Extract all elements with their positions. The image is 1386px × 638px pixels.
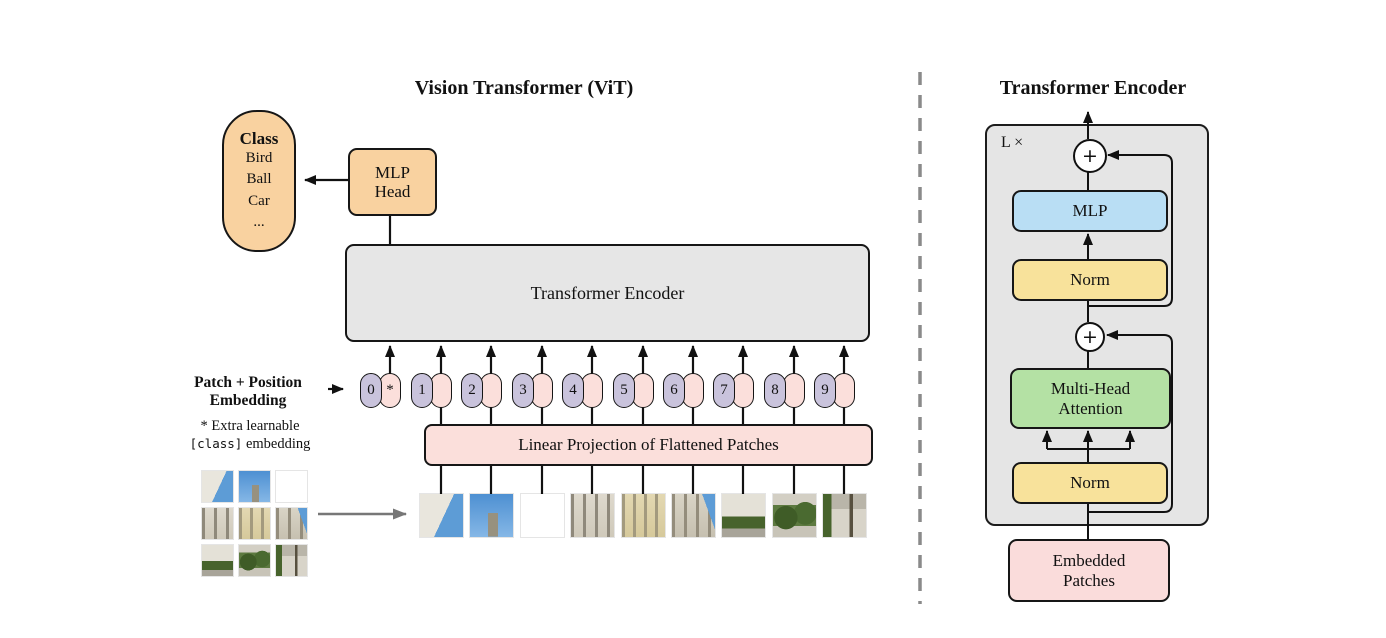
token-position-index: 4 (562, 373, 584, 408)
source-image-patch-building-hedge (202, 545, 233, 576)
token-patch-embedding-slot (531, 373, 553, 408)
source-image-patch-pavement-tree (276, 545, 307, 576)
image-patch-garden-hedges (773, 494, 816, 537)
token-patch-embedding-slot (480, 373, 502, 408)
note-class-token-code: [class] (189, 435, 243, 451)
token-position-index: 6 (663, 373, 685, 408)
patch-position-embedding-label: Patch + Position Embedding (194, 374, 302, 409)
source-image-patch-facade-sky (276, 508, 307, 539)
loop-count-label: L × (1001, 134, 1024, 151)
image-patch-building-hedge (722, 494, 765, 537)
residual-add-bottom: + (1075, 322, 1105, 352)
source-image-patch-sky-tower (239, 471, 270, 502)
extra-learnable-note: * Extra learnable [class] embedding (168, 418, 332, 453)
token-3: 3 (512, 373, 553, 408)
token-9: 9 (814, 373, 855, 408)
token-7: 7 (713, 373, 754, 408)
image-patch-pavement-tree (823, 494, 866, 537)
left-panel-title: Vision Transformer (ViT) (414, 77, 634, 99)
note-suffix: embedding (242, 435, 311, 452)
token-1: 1 (411, 373, 452, 408)
source-image-patch-building-sky (202, 471, 233, 502)
token-position-index: 9 (814, 373, 836, 408)
right-panel-title: Transformer Encoder (999, 77, 1187, 99)
class-pill-header: Class (239, 128, 279, 148)
mlp-head-box: MLP Head (348, 148, 437, 216)
token-patch-embedding-slot (783, 373, 805, 408)
multi-head-attention-box: Multi-Head Attention (1010, 368, 1171, 429)
norm-box-top: Norm (1012, 259, 1168, 301)
residual-add-top: + (1073, 139, 1107, 173)
transformer-encoder-box: Transformer Encoder (345, 244, 870, 342)
token-patch-embedding-slot (732, 373, 754, 408)
token-patch-embedding-slot: * (379, 373, 401, 408)
image-patch-sky (521, 494, 564, 537)
source-image-patch-facade (202, 508, 233, 539)
token-patch-embedding-slot (581, 373, 603, 408)
token-position-index: 0 (360, 373, 382, 408)
image-patch-facade (571, 494, 614, 537)
mlp-box: MLP (1012, 190, 1168, 232)
token-patch-embedding-slot (682, 373, 704, 408)
token-position-index: 1 (411, 373, 433, 408)
source-image-patch-palace-facade (239, 508, 270, 539)
image-patch-sky-tower (470, 494, 513, 537)
token-position-index: 2 (461, 373, 483, 408)
source-image-patch-sky (276, 471, 307, 502)
norm-box-bottom: Norm (1012, 462, 1168, 504)
class-pill-items: Bird Ball Car ... (245, 149, 273, 230)
image-patch-palace-facade (622, 494, 665, 537)
token-position-index: 3 (512, 373, 534, 408)
token-0: * 0 (360, 373, 401, 408)
token-patch-embedding-slot (833, 373, 855, 408)
token-position-index: 8 (764, 373, 786, 408)
token-8: 8 (764, 373, 805, 408)
image-patch-facade-sky (672, 494, 715, 537)
token-position-index: 5 (613, 373, 635, 408)
image-patch-building-sky (420, 494, 463, 537)
token-5: 5 (613, 373, 654, 408)
token-patch-embedding-slot (632, 373, 654, 408)
token-6: 6 (663, 373, 704, 408)
token-position-index: 7 (713, 373, 735, 408)
source-image-patch-garden-hedges (239, 545, 270, 576)
linear-projection-box: Linear Projection of Flattened Patches (424, 424, 873, 466)
embedded-patches-box: Embedded Patches (1008, 539, 1170, 602)
token-2: 2 (461, 373, 502, 408)
token-patch-embedding-slot (430, 373, 452, 408)
class-output-pill: Class Bird Ball Car ... (222, 110, 296, 252)
token-4: 4 (562, 373, 603, 408)
note-star-line: * Extra learnable (200, 418, 300, 434)
